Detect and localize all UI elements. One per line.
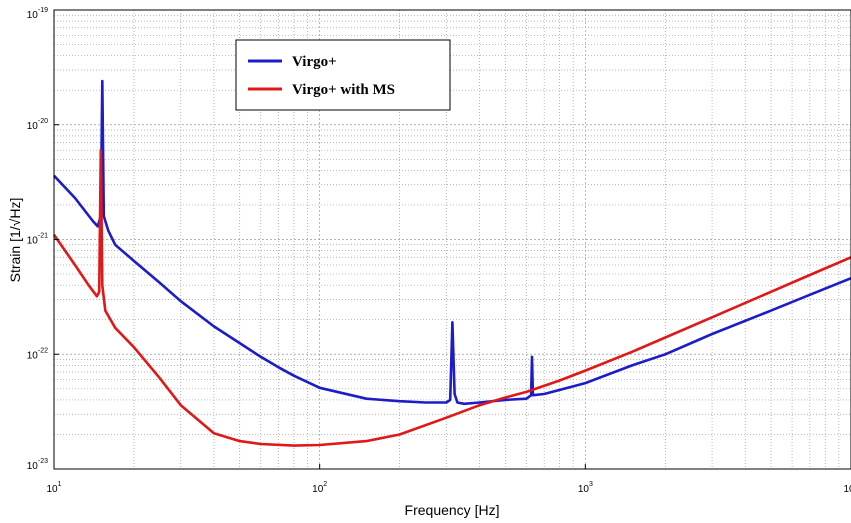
legend-label-virgo: Virgo+ <box>292 54 337 70</box>
y-tick-label: 10-23 <box>27 458 48 472</box>
x-tick-label: 102 <box>312 481 327 495</box>
y-tick-label: 10-22 <box>27 347 48 361</box>
y-tick-label: 10-20 <box>27 118 48 132</box>
legend: Virgo+ Virgo+ with MS <box>235 39 451 111</box>
y-tick-label: 10-19 <box>27 7 48 21</box>
series-group <box>52 79 851 447</box>
legend-box <box>235 39 451 111</box>
series-line-virgo-ms <box>52 148 851 447</box>
grid <box>54 10 851 469</box>
y-tick-label: 10-21 <box>27 233 48 247</box>
x-axis-label: Frequency [Hz] <box>405 502 500 518</box>
legend-label-virgo-ms: Virgo+ with MS <box>292 82 395 98</box>
x-tick-label: 104 <box>843 481 851 495</box>
tick-labels: 101 102 103 104 10-23 10-22 10-21 10-20 10-19 <box>27 7 851 495</box>
series-line-virgo <box>53 79 851 406</box>
y-axis-label: Strain [1/√Hz] <box>7 198 23 283</box>
x-tick-label: 101 <box>46 481 61 495</box>
x-tick-label: 103 <box>578 481 593 495</box>
